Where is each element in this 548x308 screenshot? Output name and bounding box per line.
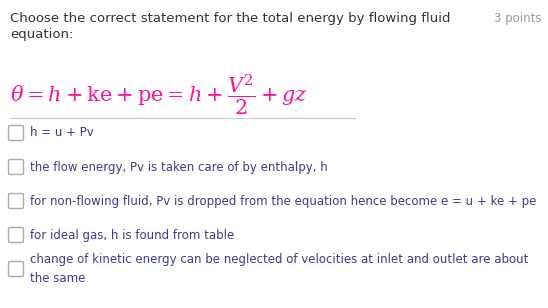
Text: 3 points: 3 points [494,12,542,25]
Text: the flow energy, Pv is taken care of by enthalpy, h: the flow energy, Pv is taken care of by … [30,160,328,173]
FancyBboxPatch shape [9,228,24,242]
Text: Choose the correct statement for the total energy by flowing fluid: Choose the correct statement for the tot… [10,12,450,25]
Text: for non-flowing fluid, Pv is dropped from the equation hence become e = u + ke +: for non-flowing fluid, Pv is dropped fro… [30,194,536,208]
Text: for ideal gas, h is found from table: for ideal gas, h is found from table [30,229,234,241]
FancyBboxPatch shape [9,261,24,277]
FancyBboxPatch shape [9,125,24,140]
FancyBboxPatch shape [9,193,24,209]
Text: h = u + Pv: h = u + Pv [30,127,94,140]
Text: change of kinetic energy can be neglected of velocities at inlet and outlet are : change of kinetic energy can be neglecte… [30,253,528,285]
FancyBboxPatch shape [9,160,24,175]
Text: equation:: equation: [10,28,73,41]
Text: $\theta = h + \mathrm{ke} + \mathrm{pe} = h + \dfrac{V^2}{2} + gz$: $\theta = h + \mathrm{ke} + \mathrm{pe} … [10,73,308,117]
